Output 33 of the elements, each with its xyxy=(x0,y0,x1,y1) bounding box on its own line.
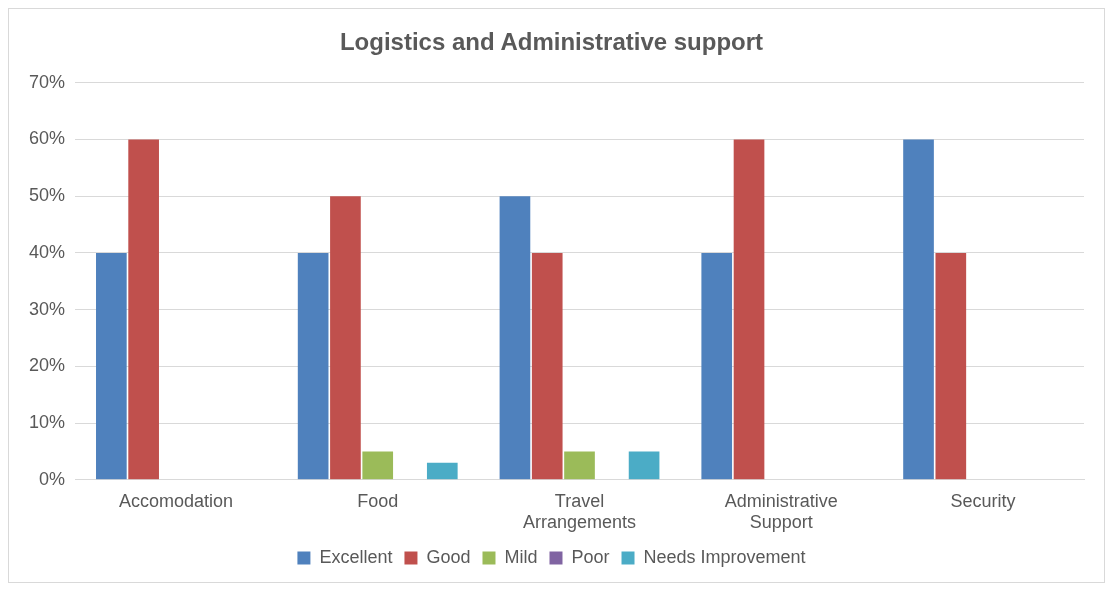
y-tick-label: 10% xyxy=(29,412,66,433)
legend-label: Mild xyxy=(504,546,538,567)
bar xyxy=(531,252,563,480)
bar xyxy=(96,252,127,480)
bar xyxy=(330,196,361,480)
y-tick-label: 60% xyxy=(29,128,66,149)
bar xyxy=(903,139,934,480)
x-tick-label: Accomodation xyxy=(118,490,233,511)
legend-label: Good xyxy=(426,546,471,567)
x-tick-label: Travel Arrangements xyxy=(522,490,637,533)
bar xyxy=(733,139,765,480)
x-tick-label: Administrative Support xyxy=(724,490,838,533)
bar xyxy=(297,252,329,480)
y-tick-label: 20% xyxy=(29,355,66,376)
y-tick-label: 30% xyxy=(29,298,66,319)
y-tick-label: 0% xyxy=(39,468,66,489)
bar xyxy=(128,139,159,480)
x-tick-label: Security xyxy=(950,490,1016,511)
legend-label: Excellent xyxy=(319,546,393,567)
bar xyxy=(362,451,394,480)
y-tick-label: 50% xyxy=(29,185,66,206)
y-tick-label: 40% xyxy=(29,241,66,262)
x-tick-label: Food xyxy=(357,490,399,511)
bar xyxy=(564,451,595,480)
bar xyxy=(701,252,733,480)
chart-title: Logistics and Administrative support xyxy=(339,28,764,56)
bar xyxy=(935,252,967,480)
bar xyxy=(499,196,531,480)
legend-label: Needs Improvement xyxy=(643,546,806,567)
bar xyxy=(628,451,660,480)
y-tick-label: 70% xyxy=(29,71,66,92)
bar xyxy=(426,462,458,480)
legend-label: Poor xyxy=(571,546,610,567)
